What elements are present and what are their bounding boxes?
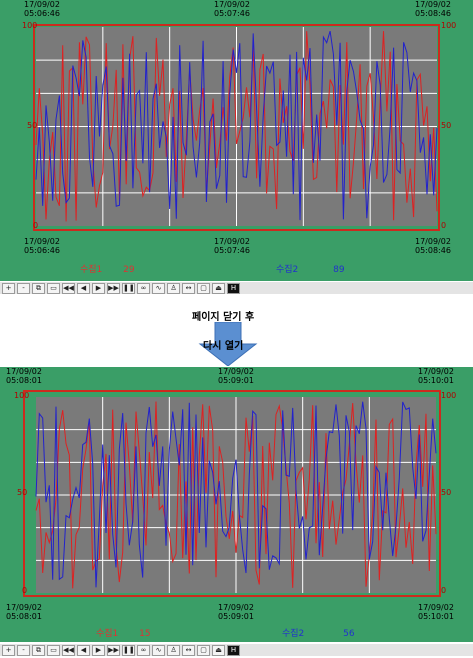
- time-label-bottom-left: 17/09/02 05:06:46: [24, 237, 60, 255]
- legend-series1-value: 15: [139, 629, 151, 639]
- y-axis-max-left: 100: [14, 391, 30, 400]
- down-arrow-icon: [198, 322, 258, 366]
- time-label-bottom-mid: 17/09/02 05:07:46: [214, 237, 250, 255]
- y-axis-mid-left: 50: [27, 121, 38, 130]
- copy-icon[interactable]: ⧉: [32, 644, 45, 656]
- legend-series1: 수집1 29: [80, 262, 135, 275]
- series1-line: [35, 31, 438, 222]
- rewind-icon[interactable]: ◀◀: [62, 644, 75, 656]
- y-axis-max-left: 100: [22, 21, 38, 30]
- range-icon[interactable]: ↔: [182, 282, 195, 294]
- trend-panel-bottom: 17/09/02 05:08:01 17/09/02 05:09:01 17/0…: [0, 367, 473, 642]
- window-icon[interactable]: ▢: [197, 644, 210, 656]
- fast-forward-icon[interactable]: ▶▶: [107, 282, 120, 294]
- legend-series2: 수집2 56: [282, 626, 355, 639]
- trend-chart-top: [33, 24, 440, 231]
- legend-series2-name: 수집2: [276, 265, 299, 275]
- zoom-out-icon[interactable]: -: [17, 282, 30, 294]
- time-label-top-left: 17/09/02 05:08:01: [6, 367, 42, 385]
- eject-icon[interactable]: ⏏: [212, 644, 225, 656]
- y-axis-min-left: 0: [22, 586, 28, 595]
- window-icon[interactable]: ▢: [197, 282, 210, 294]
- person-icon[interactable]: ♙: [167, 644, 180, 656]
- link-icon[interactable]: ∞: [137, 644, 150, 656]
- wave-icon[interactable]: ∿: [152, 644, 165, 656]
- legend-series1-name: 수집1: [96, 629, 119, 639]
- legend-series2: 수집2 89: [276, 262, 345, 275]
- y-axis-mid-right: 50: [441, 488, 452, 497]
- time-label-top-right: 17/09/02 05:10:01: [418, 367, 454, 385]
- time-label-top-mid: 17/09/02 05:07:46: [214, 0, 250, 18]
- copy-icon[interactable]: ⧉: [32, 282, 45, 294]
- y-axis-min-left: 0: [33, 221, 39, 230]
- link-icon[interactable]: ∞: [137, 282, 150, 294]
- y-axis-mid-left: 50: [17, 488, 28, 497]
- fast-forward-icon[interactable]: ▶▶: [107, 644, 120, 656]
- y-axis-max-right: 100: [441, 391, 457, 400]
- legend-series2-value: 56: [343, 629, 355, 639]
- print-icon[interactable]: ▭: [47, 644, 60, 656]
- y-axis-min-right: 0: [441, 221, 447, 230]
- trend-chart-bottom: [23, 390, 441, 597]
- y-axis-min-right: 0: [441, 586, 447, 595]
- zoom-in-icon[interactable]: +: [2, 282, 15, 294]
- range-icon[interactable]: ↔: [182, 644, 195, 656]
- wave-icon[interactable]: ∿: [152, 282, 165, 294]
- zoom-out-icon[interactable]: -: [17, 644, 30, 656]
- rewind-icon[interactable]: ◀◀: [62, 282, 75, 294]
- pause-icon[interactable]: ❚❚: [122, 644, 135, 656]
- print-icon[interactable]: ▭: [47, 282, 60, 294]
- time-label-top-mid: 17/09/02 05:09:01: [218, 367, 254, 385]
- series2-line: [35, 30, 438, 221]
- time-label-top-right: 17/09/02 05:08:46: [415, 0, 451, 18]
- time-label-bottom-right: 17/09/02 05:10:01: [418, 603, 454, 621]
- annotation-reopen: 다시 열기: [203, 341, 244, 352]
- save-icon[interactable]: H: [227, 644, 240, 656]
- legend-series1: 수집1 15: [96, 626, 151, 639]
- legend-series1-name: 수집1: [80, 265, 103, 275]
- play-icon[interactable]: ▶: [92, 282, 105, 294]
- annotation-close-page: 페이지 닫기 후: [192, 312, 255, 323]
- save-icon[interactable]: H: [227, 282, 240, 294]
- y-axis-mid-right: 50: [441, 121, 452, 130]
- legend-series2-name: 수집2: [282, 629, 305, 639]
- legend-series2-value: 89: [333, 265, 345, 275]
- eject-icon[interactable]: ⏏: [212, 282, 225, 294]
- plot-frame: [33, 24, 440, 231]
- trend-toolbar-bottom: + - ⧉ ▭ ◀◀ ◀ ▶ ▶▶ ❚❚ ∞ ∿ ♙ ↔ ▢ ⏏ H: [0, 643, 473, 656]
- series2-line: [35, 401, 437, 588]
- pause-icon[interactable]: ❚❚: [122, 282, 135, 294]
- trend-toolbar-top: + - ⧉ ▭ ◀◀ ◀ ▶ ▶▶ ❚❚ ∞ ∿ ♙ ↔ ▢ ⏏ H: [0, 281, 473, 294]
- plot-frame: [23, 390, 441, 597]
- time-label-bottom-left: 17/09/02 05:08:01: [6, 603, 42, 621]
- step-back-icon[interactable]: ◀: [77, 282, 90, 294]
- time-label-top-left: 17/09/02 05:06:46: [24, 0, 60, 18]
- y-axis-max-right: 100: [441, 21, 457, 30]
- step-back-icon[interactable]: ◀: [77, 644, 90, 656]
- person-icon[interactable]: ♙: [167, 282, 180, 294]
- time-label-bottom-mid: 17/09/02 05:09:01: [218, 603, 254, 621]
- trend-panel-top: 17/09/02 05:06:46 17/09/02 05:07:46 17/0…: [0, 0, 473, 281]
- legend-series1-value: 29: [123, 265, 135, 275]
- zoom-in-icon[interactable]: +: [2, 644, 15, 656]
- time-label-bottom-right: 17/09/02 05:08:46: [415, 237, 451, 255]
- play-icon[interactable]: ▶: [92, 644, 105, 656]
